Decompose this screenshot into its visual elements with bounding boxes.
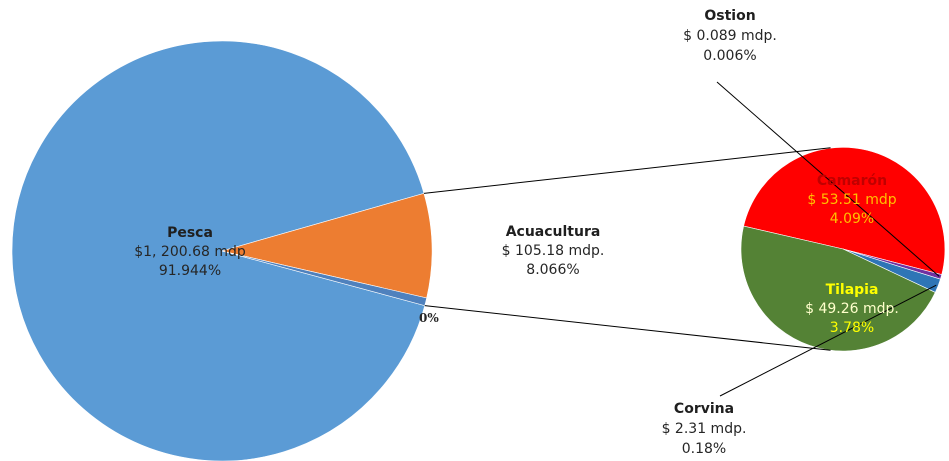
- pesca-percent-label: 91.944%: [159, 263, 221, 279]
- ostion-leader-line: [716, 81, 940, 277]
- secondary-pie: [740, 147, 946, 352]
- corvina-name-label: Corvina: [674, 401, 734, 417]
- acuacultura-value-label: $ 105.18 mdp.: [502, 243, 605, 259]
- pie-slice-camaron: [743, 147, 946, 275]
- ostion-value-label: $ 0.089 mdp.: [683, 28, 777, 44]
- zero-percent-label: 0%: [419, 311, 439, 325]
- pie-slice-acuacultura: [221, 192, 433, 299]
- acuacultura-percent-label: 8.066%: [526, 262, 579, 278]
- tilapia-name-label: Tilapia: [826, 282, 879, 298]
- ostion-percent-label: 0.006%: [703, 48, 756, 64]
- corvina-leader-line: [719, 284, 937, 397]
- acuacultura-name-label: Acuacultura: [506, 224, 601, 240]
- camaron-percent-label: 4.09%: [830, 211, 874, 227]
- ostion-name-label: Ostion: [704, 8, 755, 24]
- connector-lines: [423, 81, 940, 397]
- pie-slice-tilapia: [740, 225, 936, 352]
- tilapia-percent-label: 3.78%: [830, 320, 874, 336]
- tilapia-value-label: $ 49.26 mdp.: [805, 301, 899, 317]
- pie-slice-pesca: [11, 40, 426, 461]
- pesca-name-label: Pesca: [167, 225, 213, 241]
- camaron-name-label: Camarón: [817, 173, 887, 189]
- corvina-percent-label: 0.18%: [682, 441, 726, 457]
- main-pie: [11, 40, 433, 461]
- corvina-value-label: $ 2.31 mdp.: [662, 421, 747, 437]
- pesca-value-label: $1, 200.68 mdp: [134, 244, 246, 260]
- connector-line-bottom: [424, 305, 831, 351]
- camaron-value-label: $ 53.51 mdp: [807, 192, 896, 208]
- connector-line-top: [423, 147, 831, 194]
- labels: Pesca $1, 200.68 mdp 91.944% Acuacultura…: [134, 8, 899, 457]
